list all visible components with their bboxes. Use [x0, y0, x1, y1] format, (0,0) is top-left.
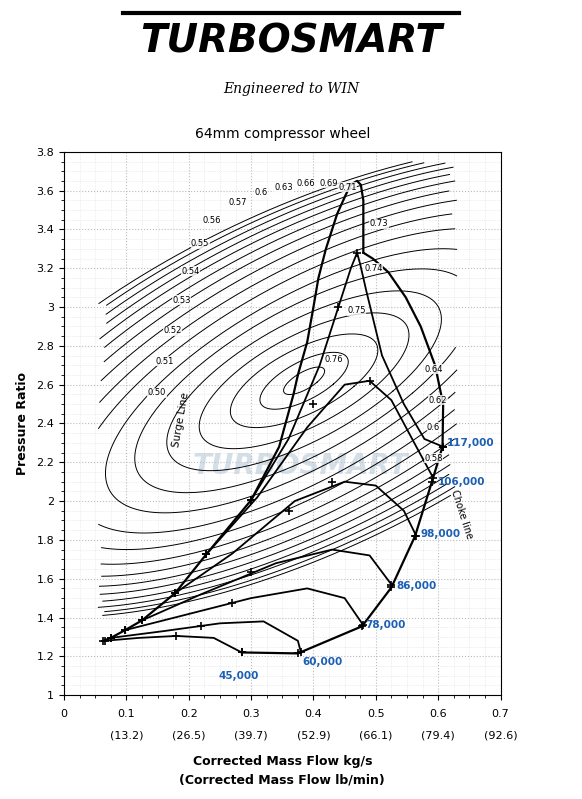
Text: 0.63: 0.63: [274, 183, 293, 192]
Text: 0.54: 0.54: [182, 267, 200, 276]
Text: 0.53: 0.53: [172, 296, 191, 304]
Text: 60,000: 60,000: [302, 657, 342, 667]
Text: Surge Line: Surge Line: [172, 392, 191, 447]
Text: 0.56: 0.56: [203, 217, 221, 225]
Text: 0.76: 0.76: [325, 355, 343, 364]
Text: (39.7): (39.7): [235, 730, 268, 741]
Text: 86,000: 86,000: [396, 582, 436, 591]
Text: (92.6): (92.6): [484, 730, 517, 741]
Text: (52.9): (52.9): [297, 730, 330, 741]
Text: (Corrected Mass Flow lb/min): (Corrected Mass Flow lb/min): [179, 774, 385, 787]
Text: 0.2: 0.2: [180, 709, 198, 719]
Text: 0.55: 0.55: [191, 240, 210, 248]
Text: Corrected Mass Flow kg/s: Corrected Mass Flow kg/s: [193, 755, 372, 768]
Text: 0.3: 0.3: [242, 709, 260, 719]
Text: 0.58: 0.58: [424, 454, 443, 463]
Y-axis label: Pressure Ratio: Pressure Ratio: [16, 372, 30, 475]
Text: TURBOSMART: TURBOSMART: [140, 22, 442, 61]
Text: 0.66: 0.66: [297, 179, 315, 188]
Text: 0.4: 0.4: [304, 709, 322, 719]
Text: 0.6: 0.6: [430, 709, 447, 719]
Text: 0.6: 0.6: [427, 423, 440, 431]
Text: 0.74: 0.74: [364, 264, 383, 272]
Text: 0.71: 0.71: [339, 183, 357, 192]
Text: (26.5): (26.5): [172, 730, 205, 741]
Text: 64mm compressor wheel: 64mm compressor wheel: [194, 127, 370, 141]
Text: 0.1: 0.1: [118, 709, 135, 719]
Text: 0.69: 0.69: [319, 179, 338, 188]
Text: 78,000: 78,000: [365, 620, 406, 630]
Text: (79.4): (79.4): [421, 730, 455, 741]
Text: 0.51: 0.51: [155, 357, 174, 366]
Text: Engineered to WIN: Engineered to WIN: [223, 82, 359, 97]
Text: 0: 0: [61, 709, 68, 719]
Text: (13.2): (13.2): [109, 730, 143, 741]
Text: 0.73: 0.73: [370, 219, 388, 228]
Text: 45,000: 45,000: [219, 670, 259, 681]
Text: 0.75: 0.75: [347, 307, 365, 316]
Text: 0.57: 0.57: [228, 198, 247, 207]
Text: (66.1): (66.1): [359, 730, 392, 741]
Text: 106,000: 106,000: [438, 477, 485, 487]
Text: 0.52: 0.52: [164, 326, 182, 336]
Text: 0.62: 0.62: [429, 396, 448, 404]
Text: TURBOSMART: TURBOSMART: [193, 452, 409, 480]
Text: 0.6: 0.6: [254, 189, 268, 197]
Text: 0.64: 0.64: [424, 364, 443, 374]
Text: 117,000: 117,000: [447, 438, 495, 448]
Text: 98,000: 98,000: [421, 529, 461, 539]
Text: 0.7: 0.7: [492, 709, 509, 719]
Text: 0.5: 0.5: [367, 709, 385, 719]
Text: 0.50: 0.50: [148, 388, 166, 397]
Text: Choke line: Choke line: [449, 489, 474, 540]
